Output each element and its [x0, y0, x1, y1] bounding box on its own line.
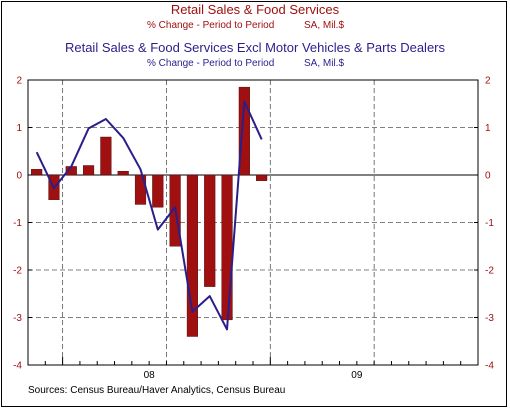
y-tick-label-right: -4	[485, 361, 494, 372]
bar	[31, 169, 43, 176]
title-main: Retail Sales & Food Services	[171, 2, 340, 17]
y-tick-label-right: -2	[485, 266, 494, 277]
source-note: Sources: Census Bureau/Haver Analytics, …	[28, 385, 285, 396]
title-secondary: Retail Sales & Food Services Excl Motor …	[65, 40, 446, 55]
y-tick-label-left: -3	[13, 313, 22, 324]
x-tick-label: 09	[351, 370, 363, 381]
y-tick-label-right: -3	[485, 313, 494, 324]
bar	[100, 136, 112, 176]
y-tick-label-right: 2	[485, 76, 491, 87]
subtitle-secondary-change: % Change - Period to Period	[147, 58, 274, 69]
y-tick-label-left: -1	[13, 218, 22, 229]
y-tick-label-left: 1	[16, 123, 22, 134]
line-series	[35, 100, 263, 331]
series-line	[35, 100, 263, 331]
bar-series	[31, 86, 268, 337]
y-tick-label-right: -1	[485, 218, 494, 229]
bar	[238, 86, 250, 176]
bar	[256, 174, 268, 181]
y-tick-label-left: 0	[16, 171, 22, 182]
bar	[186, 174, 198, 337]
bar	[152, 174, 164, 208]
gridlines	[28, 80, 478, 365]
x-tick-label: 08	[144, 370, 156, 381]
subtitle-main-units: SA, Mil.$	[304, 20, 344, 31]
bar	[83, 165, 95, 176]
bar	[221, 174, 233, 321]
axes: -4 -4 -3 -3 -2 -2 -1 -1 0 0 1 1 2 2 08 09	[13, 76, 494, 382]
y-tick-label-left: -4	[13, 361, 22, 372]
y-tick-label-right: 0	[485, 171, 491, 182]
y-tick-label-left: 2	[16, 76, 22, 87]
bar	[117, 170, 129, 176]
subtitle-main-change: % Change - Period to Period	[147, 20, 274, 31]
y-tick-label-right: 1	[485, 123, 491, 134]
bar	[204, 174, 216, 287]
y-tick-label-left: -2	[13, 266, 22, 277]
subtitle-secondary-units: SA, Mil.$	[304, 58, 344, 69]
